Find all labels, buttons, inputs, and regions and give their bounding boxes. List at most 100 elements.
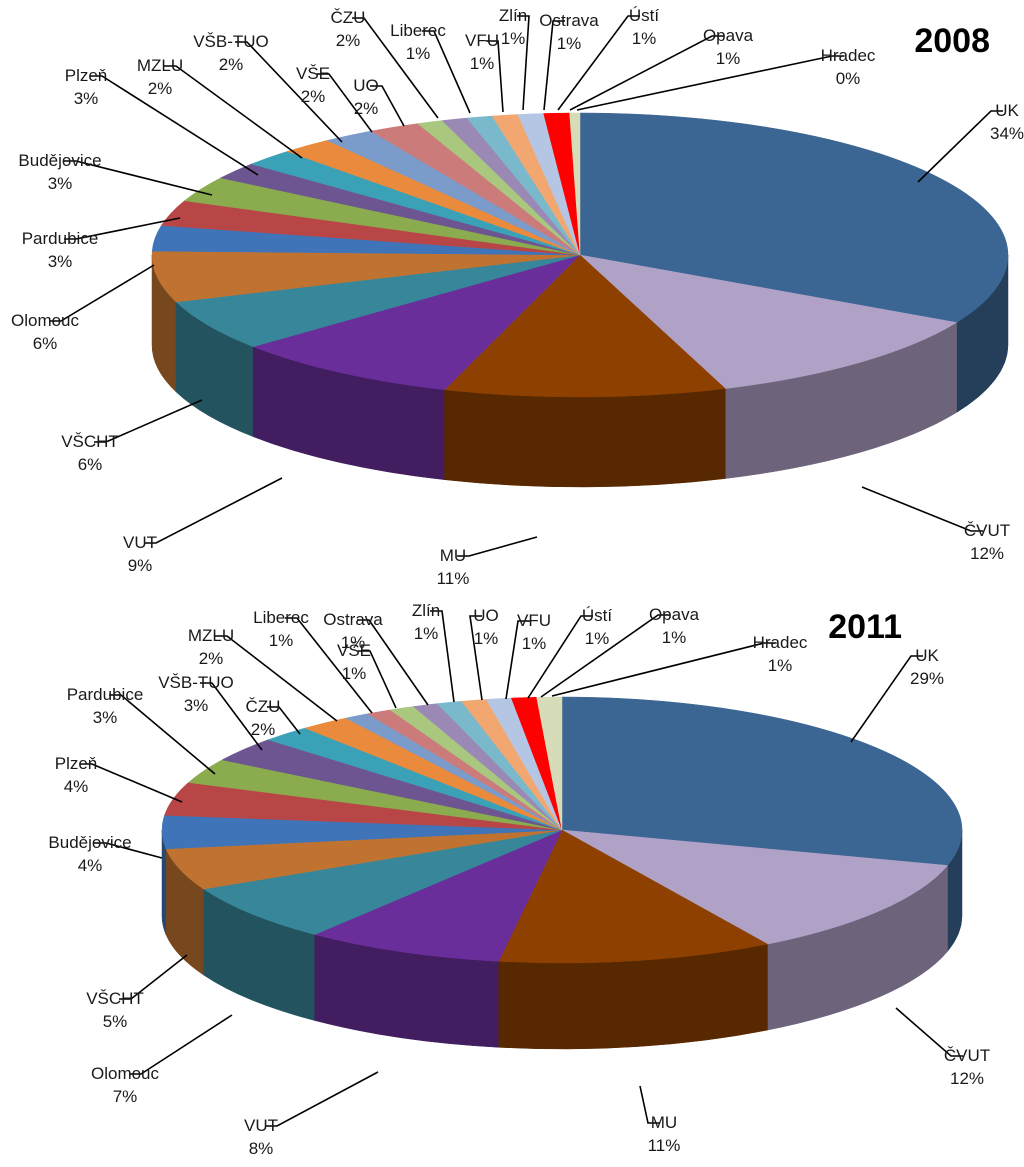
leader-line-mu: [457, 536, 538, 557]
slice-label-cvut: ČVUT: [964, 521, 1010, 540]
slice-value-czu: 2%: [251, 720, 276, 739]
slice-value-vse: 2%: [301, 87, 326, 106]
slice-label-mzlu: MZLU: [137, 56, 183, 75]
pie-slice-vscht: [175, 254, 581, 347]
slice-value-liberec: 1%: [269, 631, 294, 650]
slice-label-liberec: Liberec: [253, 608, 309, 627]
slice-value-vut: 9%: [128, 556, 153, 575]
slice-label-vut: VUT: [244, 1116, 278, 1135]
pie-slice-mu: [443, 254, 726, 398]
pie-side-mu: [444, 388, 726, 488]
slice-label-zlin: Zlín: [499, 6, 527, 25]
slice-value-plzen: 4%: [64, 777, 89, 796]
slice-value-vsb-tuo: 2%: [219, 55, 244, 74]
slice-value-usti: 1%: [585, 629, 610, 648]
slice-label-vscht: VŠCHT: [86, 989, 144, 1008]
slice-label-plzen: Plzeň: [55, 754, 98, 773]
slice-value-opava: 1%: [716, 49, 741, 68]
slice-value-opava: 1%: [662, 628, 687, 647]
slice-label-vscht: VŠCHT: [61, 432, 119, 451]
slice-value-vsb-tuo: 3%: [184, 696, 209, 715]
leader-line-vse: [358, 650, 397, 709]
slice-label-vsb-tuo: VŠB-TUO: [158, 673, 234, 692]
leader-line-vscht: [119, 954, 188, 1000]
slice-value-mzlu: 2%: [199, 649, 224, 668]
leader-line-opava: [540, 614, 670, 698]
leader-line-uk: [850, 655, 923, 743]
slice-label-vsb-tuo: VŠB-TUO: [193, 32, 269, 51]
leader-line-pardubice: [109, 694, 216, 775]
slice-label-cvut: ČVUT: [944, 1046, 990, 1065]
slice-value-vut: 8%: [249, 1139, 274, 1158]
leader-line-cvut: [895, 1007, 963, 1057]
slice-value-hradec: 1%: [768, 656, 793, 675]
leader-line-vfu: [486, 40, 504, 113]
leader-line-hradec: [576, 55, 844, 111]
leader-line-vsb-tuo: [200, 682, 263, 751]
slice-value-ostrava: 1%: [341, 633, 366, 652]
slice-label-vse: VŠE: [296, 64, 330, 83]
slice-value-zlin: 1%: [414, 624, 439, 643]
leader-line-zlin: [430, 610, 455, 703]
leader-line-vut: [265, 1071, 379, 1127]
slice-label-budejovice: Budějovice: [18, 151, 101, 170]
slice-value-cvut: 12%: [950, 1069, 984, 1088]
leader-line-plzen: [80, 763, 183, 803]
slice-label-czu: ČZU: [331, 8, 366, 27]
leader-line-olomouc: [49, 264, 155, 322]
leader-line-olomouc: [129, 1014, 233, 1075]
slice-label-opava: Opava: [649, 605, 700, 624]
slice-label-uk: UK: [995, 101, 1019, 120]
pie-slice-olomouc: [151, 250, 581, 303]
pie-chart-2008: UK 34% ČVUT 12% MU 11% VUT 9% VŠCHT 6% Olomouc 6% Pa…: [11, 6, 1024, 588]
slice-label-plzen: Plzeň: [65, 66, 108, 85]
slice-label-opava: Opava: [703, 26, 754, 45]
slice-label-olomouc: Olomouc: [11, 311, 80, 330]
slice-value-budejovice: 4%: [78, 856, 103, 875]
leader-line-plzen: [90, 75, 259, 176]
slice-value-hradec: 0%: [836, 69, 861, 88]
leader-line-uo: [370, 85, 405, 127]
slice-value-vfu: 1%: [470, 54, 495, 73]
pie-slice-mu: [498, 829, 769, 964]
slice-label-uo: UO: [473, 606, 499, 625]
slice-value-olomouc: 6%: [33, 334, 58, 353]
leader-line-hradec: [551, 642, 776, 697]
slice-value-mu: 11%: [648, 1136, 681, 1155]
pie-slice-uk: [579, 112, 1009, 323]
leader-line-pardubice: [64, 217, 181, 240]
slice-value-ostrava: 1%: [557, 34, 582, 53]
pie-slice-olomouc: [202, 829, 563, 935]
slice-label-vfu: VFU: [465, 31, 499, 50]
slice-value-zlin: 1%: [501, 29, 526, 48]
slice-label-ostrava: Ostrava: [539, 11, 599, 30]
slice-value-vse: 1%: [342, 664, 367, 683]
slice-value-vscht: 6%: [78, 455, 103, 474]
leader-line-uk: [917, 110, 1003, 183]
slice-value-pardubice: 3%: [93, 708, 118, 727]
slice-label-hradec: Hradec: [821, 46, 876, 65]
leader-line-vfu: [505, 620, 530, 700]
leader-line-usti: [557, 15, 640, 111]
leader-line-uo: [469, 615, 483, 701]
leader-line-vut: [144, 477, 283, 544]
slice-value-liberec: 1%: [406, 44, 431, 63]
slice-label-olomouc: Olomouc: [91, 1064, 160, 1083]
leader-line-budejovice: [64, 160, 213, 196]
pie-slice-hradec: [569, 112, 581, 256]
leader-line-opava: [569, 35, 724, 111]
leader-line-ostrava: [357, 619, 429, 706]
leader-line-cvut: [861, 486, 983, 532]
leader-line-vscht: [94, 399, 203, 443]
leader-line-liberec: [422, 30, 471, 114]
slice-value-uo: 2%: [354, 99, 379, 118]
leader-line-liberec: [285, 617, 373, 714]
pie-slice-cvut: [561, 829, 949, 945]
slice-value-uk: 29%: [910, 669, 944, 688]
chart-title-2008: 2008: [914, 22, 990, 60]
leader-line-ostrava: [543, 20, 565, 111]
leader-line-czu: [352, 17, 439, 119]
slice-label-pardubice: Pardubice: [67, 685, 144, 704]
pie-slice-cvut: [579, 254, 958, 389]
